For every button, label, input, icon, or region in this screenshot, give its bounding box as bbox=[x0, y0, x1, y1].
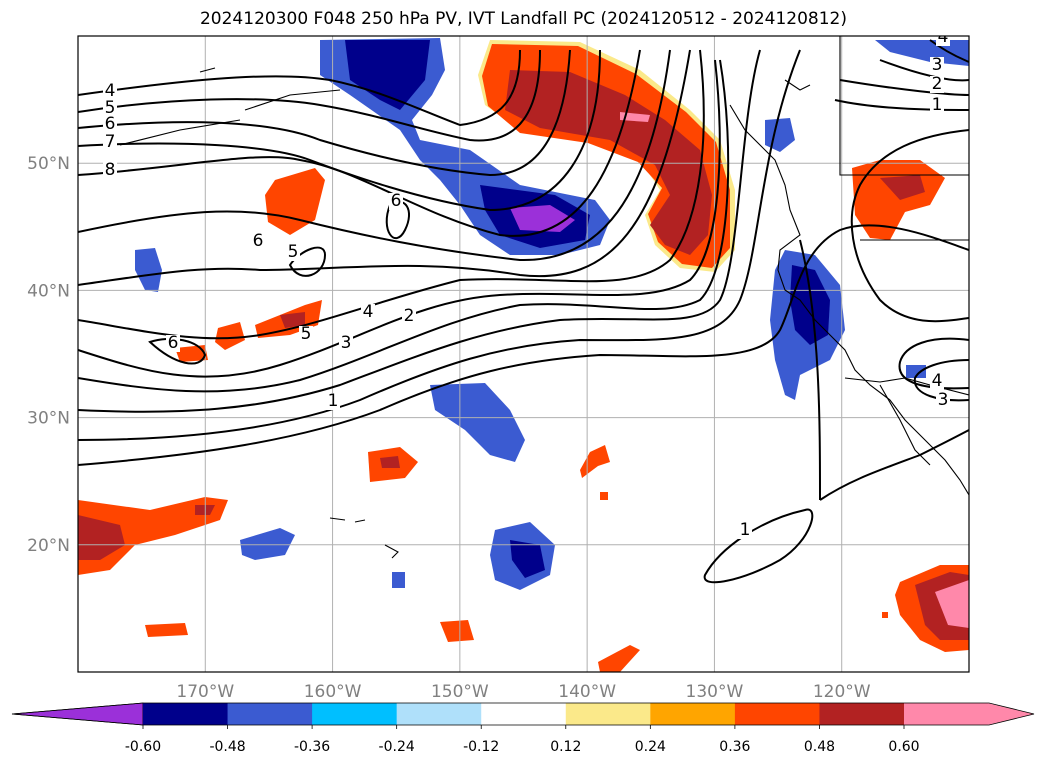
contour-label: 5 bbox=[301, 324, 312, 344]
longitude-tick-label: 140°W bbox=[558, 682, 616, 702]
longitude-tick-label: 130°W bbox=[686, 682, 744, 702]
colorbar-tick-label: -0.12 bbox=[463, 739, 499, 755]
contour-label: 4 bbox=[363, 302, 374, 322]
colorbar-tick-label: 0.60 bbox=[888, 739, 919, 755]
longitude-tick-label: 170°W bbox=[176, 682, 234, 702]
contour-label-background bbox=[930, 76, 944, 93]
contour-label-background bbox=[326, 393, 340, 410]
contour-label-background bbox=[103, 116, 117, 133]
positive-anomaly-northeast-pacific bbox=[478, 40, 735, 272]
contour-label: 6 bbox=[168, 333, 179, 353]
negative-anomaly-small-patches bbox=[135, 40, 969, 590]
graticule bbox=[78, 36, 969, 672]
contour-label: 2 bbox=[404, 306, 415, 326]
colorbar-tick-label: -0.36 bbox=[294, 739, 330, 755]
colorbar-tick-label: 0.12 bbox=[550, 739, 581, 755]
contour-label-background bbox=[361, 304, 375, 321]
positive-anomaly-west-pacific bbox=[78, 497, 228, 575]
contour-label-background bbox=[936, 36, 950, 46]
contour-label-background bbox=[339, 335, 353, 352]
contour-label: 8 bbox=[105, 160, 116, 180]
colorbar-segment bbox=[904, 703, 987, 725]
contour-label: 1 bbox=[740, 520, 751, 540]
contour-label: 1 bbox=[932, 95, 943, 115]
contour-label: 5 bbox=[105, 98, 116, 118]
contour-label-background bbox=[930, 373, 944, 390]
contour-label-background bbox=[936, 392, 950, 409]
contour-label: 3 bbox=[932, 55, 943, 75]
contour-label: 1 bbox=[328, 391, 339, 411]
colorbar-extend-high bbox=[987, 703, 1034, 725]
colorbar-segment bbox=[819, 703, 905, 725]
latitude-tick-label: 20°N bbox=[27, 536, 70, 556]
map-title: 2024120300 F048 250 hPa PV, IVT Landfall… bbox=[199, 9, 847, 29]
colorbar-segment bbox=[650, 703, 736, 725]
contour-label-background bbox=[389, 193, 403, 210]
colorbar-segment bbox=[481, 703, 567, 725]
colorbar-segment bbox=[396, 703, 482, 725]
contour-label-background bbox=[166, 335, 180, 352]
latitude-tick-label: 50°N bbox=[27, 154, 70, 174]
contour-label: 3 bbox=[938, 390, 949, 410]
contour-label: 4 bbox=[938, 27, 949, 47]
longitude-tick-label: 150°W bbox=[431, 682, 489, 702]
colorbar: -0.60 -0.48 -0.36 -0.24 -0.12 0.12 0.24 0.36 0.4… bbox=[11, 702, 1035, 755]
contour-label-background bbox=[103, 162, 117, 179]
colorbar-segment bbox=[312, 703, 398, 725]
ivt-contours bbox=[78, 39, 969, 584]
latitude-tick-labels: 20°N 30°N 40°N 50°N bbox=[27, 154, 70, 556]
colorbar-segment bbox=[565, 703, 651, 725]
contour-label-background bbox=[402, 308, 416, 325]
contour-label: 5 bbox=[288, 242, 299, 262]
colorbar-tick-label: 0.48 bbox=[804, 739, 835, 755]
contour-label: 6 bbox=[391, 191, 402, 211]
contour-label-background bbox=[103, 134, 117, 151]
longitude-tick-labels: 170°W 160°W 150°W 140°W 130°W 120°W bbox=[176, 682, 870, 702]
contour-label: 7 bbox=[105, 132, 116, 152]
colorbar-segment bbox=[227, 703, 313, 725]
contour-label: 4 bbox=[105, 81, 116, 101]
latitude-tick-label: 30°N bbox=[27, 409, 70, 429]
contour-label: 6 bbox=[105, 114, 116, 134]
contour-label-background bbox=[103, 100, 117, 117]
contour-label-background bbox=[930, 57, 944, 74]
colorbar-tick-label: -0.60 bbox=[125, 739, 161, 755]
contour-label-background bbox=[299, 326, 313, 343]
contour-label-background bbox=[251, 233, 265, 250]
negative-anomaly-gulf-alaska bbox=[320, 38, 610, 255]
contour-label: 2 bbox=[932, 74, 943, 94]
contour-label-background bbox=[286, 244, 300, 261]
colorbar-tick-label: -0.24 bbox=[379, 739, 415, 755]
longitude-tick-label: 120°W bbox=[813, 682, 871, 702]
contour-label: 6 bbox=[253, 231, 264, 251]
contour-label-background bbox=[103, 83, 117, 100]
contour-label-background bbox=[738, 522, 752, 539]
colorbar-tick-label: 0.36 bbox=[719, 739, 750, 755]
contour-label: 4 bbox=[932, 371, 943, 391]
colorbar-tick-label: 0.24 bbox=[635, 739, 666, 755]
colorbar-extend-low bbox=[11, 702, 144, 726]
map-frame bbox=[77, 35, 970, 673]
colorbar-tick-label: -0.48 bbox=[209, 739, 245, 755]
latitude-tick-label: 40°N bbox=[27, 281, 70, 301]
colorbar-segment bbox=[143, 703, 229, 725]
contour-label-background bbox=[930, 97, 944, 114]
colorbar-segment bbox=[734, 703, 820, 725]
contour-label: 3 bbox=[341, 333, 352, 353]
longitude-tick-label: 160°W bbox=[304, 682, 362, 702]
